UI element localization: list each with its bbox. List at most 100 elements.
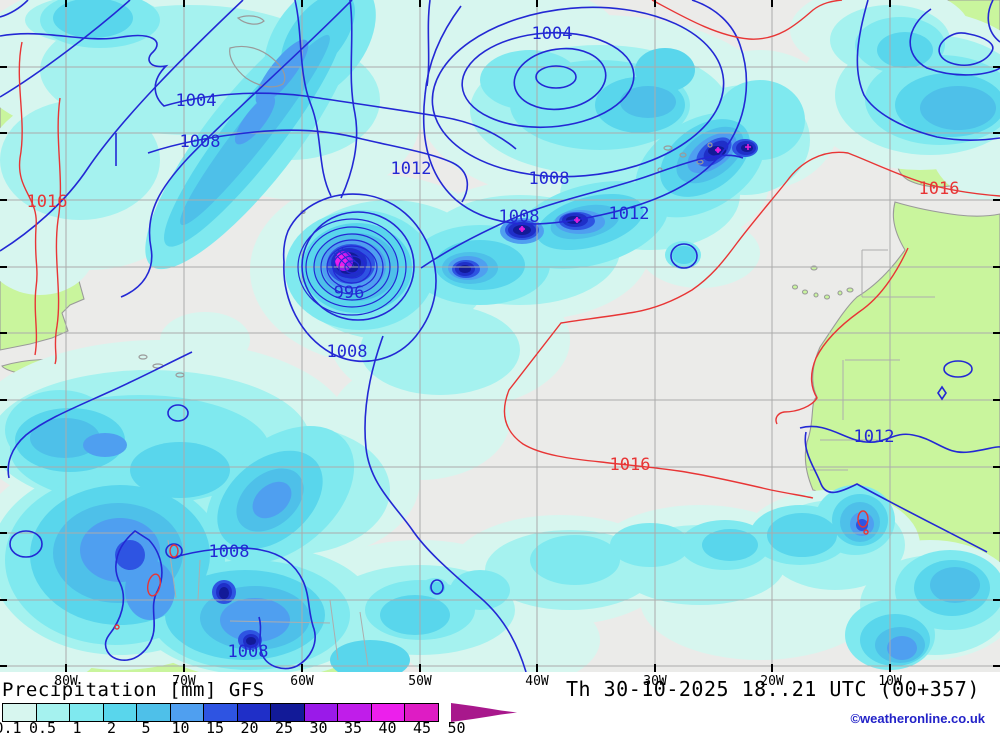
precip-blob xyxy=(530,535,620,585)
precip-blob xyxy=(330,640,410,680)
precip-blob xyxy=(450,570,510,610)
azores-islet xyxy=(707,142,713,148)
core-hatch xyxy=(341,247,357,263)
cyclone-ring xyxy=(320,239,384,295)
isobar-blue xyxy=(147,129,469,203)
forecast-datetime: Th 30-10-2025 18..21 UTC (00+357) xyxy=(566,677,980,701)
legend-value: 50 xyxy=(447,719,466,737)
island xyxy=(846,287,854,293)
precip-blob xyxy=(0,205,95,295)
axis-label: 30W xyxy=(643,674,667,689)
axis-label: 10W xyxy=(878,674,902,689)
isobar-blue-loop xyxy=(943,360,973,378)
precip-blob xyxy=(767,513,837,557)
legend-value: 25 xyxy=(274,719,294,737)
isobar-blue xyxy=(0,0,244,252)
precip-blob xyxy=(219,587,229,599)
isobar-blue xyxy=(938,32,994,67)
axis-label: 80W xyxy=(54,674,78,689)
isobar-label: 1016 xyxy=(610,455,651,475)
axis-label: 70W xyxy=(172,674,196,689)
country-border xyxy=(810,214,935,471)
legend-value: 0.1 xyxy=(0,719,22,737)
precip-blob xyxy=(887,636,917,660)
grid-layer xyxy=(0,0,1000,672)
island xyxy=(823,294,831,300)
isobar-red-loop xyxy=(147,573,161,597)
isobar-blue-loop xyxy=(513,47,607,111)
max-plus-icon xyxy=(519,226,525,232)
isobar-blue xyxy=(987,0,1000,43)
precip-blob xyxy=(115,540,145,570)
legend-arrow-shape xyxy=(451,703,517,722)
isobar-red-loop xyxy=(857,510,869,528)
cyclone-ring xyxy=(313,233,391,301)
isobar-label: 1016 xyxy=(27,192,68,212)
isobar-blue xyxy=(0,0,29,18)
island xyxy=(801,289,809,295)
legend-value: 0.5 xyxy=(28,719,57,737)
island xyxy=(837,290,843,296)
isobar-blue xyxy=(856,0,1000,141)
isobar-label: 1012 xyxy=(854,427,895,447)
isobar-blue xyxy=(294,0,332,197)
precip-blob xyxy=(380,595,450,635)
islet xyxy=(300,209,306,215)
isobar-blue xyxy=(0,32,517,150)
cyclone-ring xyxy=(338,255,366,279)
isobar-red-dot xyxy=(114,624,120,630)
precip-blob xyxy=(620,86,676,118)
legend-value: 5 xyxy=(141,719,151,737)
isobar-blue-loop xyxy=(167,404,189,422)
isobar-label: 996 xyxy=(334,283,365,303)
precip-blob xyxy=(252,481,292,519)
azores-islet xyxy=(679,152,687,158)
cyclone-ring xyxy=(332,250,372,284)
precipitation-layer xyxy=(0,0,1000,690)
precip-blob xyxy=(877,32,933,68)
legend-value: 35 xyxy=(343,719,363,737)
isobar-blue xyxy=(340,0,358,199)
isobar-label: 1008 xyxy=(180,132,221,152)
max-plus-icon xyxy=(715,147,721,153)
isobar-blue xyxy=(804,431,988,553)
isobar-label: 1012 xyxy=(609,204,650,224)
precip-blob xyxy=(234,95,276,145)
isobar-label: 1008 xyxy=(327,342,368,362)
precip-max-marks xyxy=(333,144,751,270)
isobar-blue xyxy=(799,425,1000,454)
isobar-blue xyxy=(7,351,193,479)
isobar-blue-loop xyxy=(430,579,444,595)
azores-islet xyxy=(696,159,704,165)
isobar-blue xyxy=(420,154,744,269)
isobar-layer xyxy=(0,0,1000,673)
legend-value: 2 xyxy=(106,719,117,737)
isobar-red xyxy=(775,247,909,425)
isobar-blue xyxy=(937,385,947,401)
precip-blob xyxy=(610,523,690,567)
isobar-red-loop xyxy=(169,544,179,558)
weather-map: 1004 1008 1012 1004 1008 1008 1012 996 1008 1008 1… xyxy=(0,0,1000,690)
island xyxy=(791,284,799,290)
legend-value: 45 xyxy=(412,719,432,737)
coastline xyxy=(236,15,265,25)
isobar-red xyxy=(18,41,38,356)
cyclone-ring xyxy=(297,218,407,316)
axis-label: 40W xyxy=(525,674,549,689)
precip-blob xyxy=(53,0,133,38)
isobar-label: 1008 xyxy=(529,169,570,189)
legend-value: 40 xyxy=(378,719,397,737)
coastline xyxy=(229,45,286,88)
precip-blob xyxy=(220,598,290,642)
max-plus-icon xyxy=(574,217,580,223)
copyright-link[interactable]: ©weatheronline.co.uk xyxy=(850,711,985,726)
legend-color-cell xyxy=(404,703,439,722)
legend-value: 30 xyxy=(309,719,328,737)
isobar-label: 1004 xyxy=(532,24,573,44)
islet xyxy=(175,372,185,378)
isobar-red xyxy=(651,0,843,40)
precip-blob xyxy=(741,144,753,152)
precip-blob xyxy=(480,50,580,110)
plot-title: Precipitation [mm] GFS xyxy=(2,679,265,701)
isobar-blue-loop xyxy=(431,6,725,178)
